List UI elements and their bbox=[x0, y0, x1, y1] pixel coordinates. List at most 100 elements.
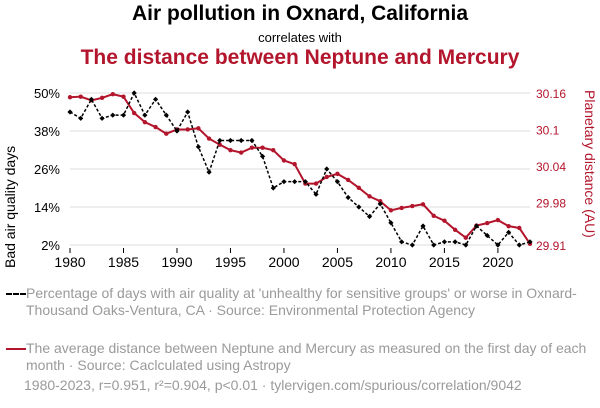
data-point-air-quality bbox=[377, 201, 383, 207]
data-point-distance bbox=[292, 161, 297, 167]
data-point-distance bbox=[313, 181, 319, 186]
data-point-distance bbox=[281, 158, 287, 163]
x-tick-label: 1990 bbox=[161, 254, 192, 270]
chart-title: Air pollution in Oxnard, California bbox=[131, 2, 468, 25]
x-tick-label: 2015 bbox=[429, 254, 460, 270]
data-point-distance bbox=[164, 131, 169, 136]
data-point-air-quality bbox=[366, 213, 373, 220]
data-point-air-quality bbox=[142, 112, 148, 118]
data-point-air-quality bbox=[281, 179, 287, 185]
data-point-air-quality bbox=[99, 115, 105, 121]
data-point-distance bbox=[271, 147, 276, 153]
data-point-air-quality bbox=[420, 223, 426, 229]
data-point-air-quality bbox=[302, 179, 308, 185]
data-point-distance bbox=[399, 205, 404, 211]
data-point-distance bbox=[131, 110, 137, 116]
data-point-air-quality bbox=[217, 137, 223, 144]
data-point-air-quality bbox=[506, 229, 512, 235]
data-point-distance bbox=[485, 220, 490, 226]
data-point-distance bbox=[345, 177, 351, 183]
y-right-tick-label: 29.98 bbox=[536, 196, 566, 210]
data-point-air-quality bbox=[195, 144, 201, 150]
y-left-tick-label: 26% bbox=[34, 162, 60, 177]
y-right-tick-label: 30.04 bbox=[536, 160, 566, 174]
data-point-air-quality bbox=[409, 242, 415, 248]
data-point-air-quality bbox=[270, 185, 276, 191]
data-point-air-quality bbox=[313, 191, 319, 197]
x-tick-label: 1980 bbox=[54, 254, 85, 270]
data-point-distance bbox=[517, 225, 522, 231]
data-point-air-quality bbox=[388, 220, 394, 226]
x-tick-label: 1985 bbox=[108, 254, 139, 270]
data-point-distance bbox=[260, 145, 265, 150]
data-point-air-quality bbox=[527, 239, 533, 245]
data-point-distance bbox=[495, 217, 501, 223]
y-right-tick-label: 30.1 bbox=[536, 123, 560, 137]
data-point-distance bbox=[142, 119, 148, 125]
data-point-distance bbox=[420, 202, 426, 207]
data-point-air-quality bbox=[324, 166, 330, 172]
data-point-air-quality bbox=[292, 179, 298, 185]
data-point-distance bbox=[356, 185, 362, 191]
data-point-distance bbox=[196, 126, 201, 131]
chart-subtitle: correlates with bbox=[258, 30, 342, 45]
data-point-distance bbox=[249, 145, 255, 150]
data-point-distance bbox=[121, 94, 126, 99]
chart-title-secondary: The distance between Neptune and Mercury bbox=[80, 46, 520, 69]
data-point-air-quality bbox=[334, 179, 341, 185]
data-point-distance bbox=[99, 95, 105, 101]
y-left-tick-label: 50% bbox=[34, 86, 60, 101]
y-left-tick-label: 2% bbox=[41, 238, 60, 253]
data-point-air-quality bbox=[78, 115, 84, 121]
y-left-tick-label: 38% bbox=[34, 124, 60, 139]
data-point-distance bbox=[452, 227, 458, 232]
data-point-distance bbox=[367, 194, 372, 199]
data-point-air-quality bbox=[463, 242, 469, 248]
data-point-air-quality bbox=[131, 90, 137, 96]
data-point-distance bbox=[442, 218, 447, 223]
footer-stats: 1980-2023, r=0.951, r²=0.904, p<0.01 · t… bbox=[24, 377, 522, 393]
y-right-tick-label: 29.91 bbox=[536, 239, 566, 253]
data-point-distance bbox=[410, 203, 415, 209]
data-point-distance bbox=[388, 208, 394, 213]
data-point-distance bbox=[324, 174, 329, 180]
data-point-air-quality bbox=[441, 239, 448, 245]
data-point-air-quality bbox=[185, 109, 191, 115]
data-point-distance bbox=[67, 95, 73, 100]
legend-swatch-1 bbox=[6, 293, 26, 295]
x-tick-label: 2020 bbox=[482, 254, 513, 270]
data-point-air-quality bbox=[473, 223, 480, 229]
data-point-distance bbox=[228, 147, 233, 153]
data-point-air-quality bbox=[152, 96, 159, 102]
data-point-distance bbox=[206, 136, 212, 141]
data-point-air-quality bbox=[495, 242, 501, 248]
data-point-air-quality bbox=[206, 169, 212, 175]
data-point-air-quality bbox=[163, 112, 169, 118]
data-point-air-quality bbox=[110, 112, 116, 118]
legend-text-1: Percentage of days with air quality at '… bbox=[26, 285, 577, 318]
data-point-distance bbox=[463, 235, 469, 240]
data-point-air-quality bbox=[227, 137, 234, 144]
data-point-air-quality bbox=[88, 96, 94, 102]
data-point-distance bbox=[378, 199, 383, 204]
x-tick-label: 2005 bbox=[322, 254, 353, 270]
data-point-distance bbox=[110, 92, 115, 97]
data-point-distance bbox=[238, 150, 244, 155]
data-point-air-quality bbox=[67, 109, 73, 115]
data-point-air-quality bbox=[249, 137, 255, 144]
data-point-air-quality bbox=[259, 153, 266, 159]
x-tick-label: 2000 bbox=[268, 254, 299, 270]
data-point-distance bbox=[506, 223, 511, 229]
x-tick-label: 2010 bbox=[375, 254, 406, 270]
data-point-air-quality bbox=[516, 242, 522, 248]
legend-text-2: The average distance between Neptune and… bbox=[26, 340, 587, 373]
data-point-air-quality bbox=[356, 204, 362, 210]
chart-svg: 2% 14% 26% 38% 50% 29.91 29.98 30.04 30.1 30.16 19… bbox=[34, 86, 566, 270]
data-point-distance bbox=[335, 171, 340, 177]
x-tick-label: 1995 bbox=[215, 254, 246, 270]
data-point-air-quality bbox=[431, 242, 437, 248]
data-point-air-quality bbox=[345, 194, 351, 201]
y-right-tick-label: 30.16 bbox=[536, 87, 566, 101]
data-point-distance bbox=[78, 94, 83, 99]
data-point-distance bbox=[153, 124, 158, 130]
